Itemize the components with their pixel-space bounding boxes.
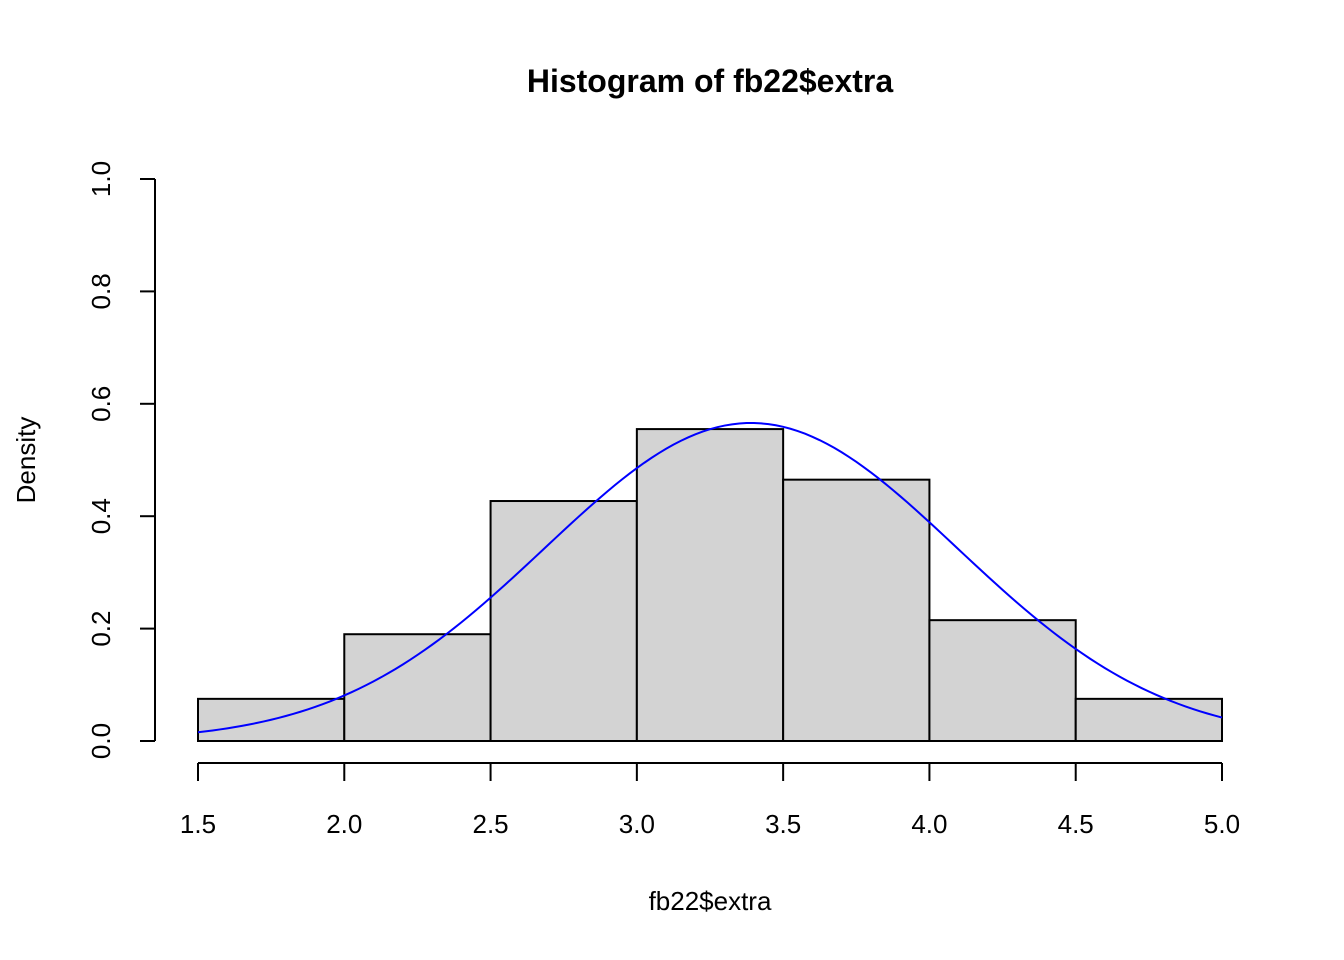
x-tick-label: 1.5 [180,809,216,839]
histogram-bar [343,633,492,742]
y-tick-label: 0.0 [86,723,116,759]
histogram-bar [635,428,785,742]
x-tick-label: 4.5 [1058,809,1094,839]
histogram-bars [197,428,1223,742]
y-ticks: 0.0 0.2 0.4 0.6 0.8 1.0 [86,161,155,759]
x-tick-label: 5.0 [1204,809,1240,839]
x-tick-label: 3.0 [619,809,655,839]
x-tick-label: 2.0 [326,809,362,839]
x-tick-label: 3.5 [765,809,801,839]
histogram-bar [1074,697,1223,742]
y-axis-label: Density [11,417,41,504]
y-tick-label: 0.4 [86,498,116,534]
x-tick-label: 2.5 [472,809,508,839]
histogram-bar [928,619,1077,742]
y-tick-label: 0.2 [86,611,116,647]
x-ticks: 1.5 2.0 2.5 3.0 3.5 4.0 4.5 5.0 [180,763,1240,839]
chart-title: Histogram of fb22$extra [527,63,894,99]
y-tick-label: 1.0 [86,161,116,197]
density-curve [197,422,1223,734]
y-tick-label: 0.6 [86,386,116,422]
histogram-bar [489,500,638,742]
x-tick-label: 4.0 [911,809,947,839]
y-tick-label: 0.8 [86,273,116,309]
histogram-bar [782,478,931,742]
x-axis-label: fb22$extra [649,886,772,916]
